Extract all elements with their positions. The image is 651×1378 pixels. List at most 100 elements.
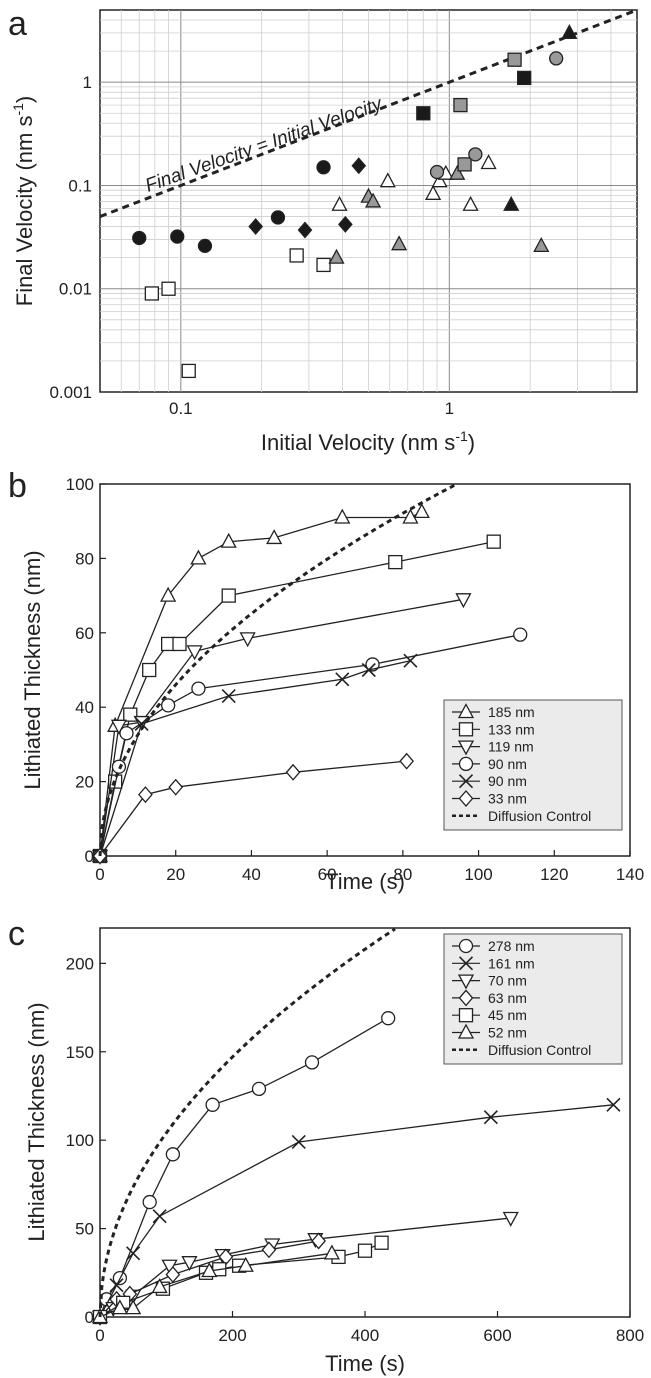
legend-label: 52 nm (488, 1025, 527, 1041)
legend-label: 119 nm (488, 739, 534, 755)
data-point (201, 1262, 218, 1278)
data-point (126, 1246, 141, 1261)
data-point (111, 1299, 128, 1315)
data-point (513, 627, 528, 642)
data-point (379, 172, 396, 188)
x-tick-label: 60 (318, 865, 337, 884)
panel-c-x-axis-label: Time (s) (325, 1351, 405, 1376)
legend-swatch-marker (457, 740, 475, 756)
legend-label: 70 nm (488, 973, 527, 989)
data-point (334, 508, 351, 524)
data-point (266, 529, 283, 545)
data-point (119, 726, 134, 741)
identity-line-annotation: Final Velocity = Initial Velocity (143, 93, 387, 197)
y-tick-label: 0.01 (59, 280, 92, 299)
x-tick-label: 1 (445, 399, 454, 418)
data-point (316, 160, 331, 175)
data-point (251, 1081, 267, 1097)
data-point (403, 653, 418, 668)
legend-label: 90 nm (488, 773, 527, 789)
data-point (181, 1256, 198, 1272)
data-point (205, 1097, 220, 1112)
data-point (391, 235, 408, 251)
data-point (161, 281, 176, 296)
data-point (311, 1232, 326, 1250)
data-point (462, 195, 479, 211)
x-tick-label: 140 (616, 865, 644, 884)
data-point (357, 1243, 373, 1258)
y-tick-label: 40 (75, 698, 94, 717)
data-point (221, 688, 236, 704)
legend-label: 90 nm (488, 756, 527, 772)
x-tick-label: 0 (95, 865, 104, 884)
x-tick-label: 120 (540, 865, 568, 884)
data-point (289, 248, 304, 263)
series-line (99, 511, 423, 857)
data-point (304, 1055, 320, 1070)
data-point (480, 154, 497, 170)
panel-b-letter: b (8, 467, 27, 505)
data-point (109, 1278, 124, 1293)
data-point (297, 221, 313, 239)
data-point (123, 707, 138, 722)
data-point (181, 363, 196, 379)
y-tick-label: 200 (66, 954, 94, 973)
data-point (125, 1299, 142, 1315)
data-point (331, 195, 348, 211)
data-point (165, 1147, 181, 1162)
panel-b-plot-area (99, 483, 631, 857)
legend-swatch-marker (457, 974, 475, 990)
data-point (483, 1110, 498, 1125)
y-tick-label: 150 (66, 1043, 94, 1062)
data-point (399, 752, 415, 770)
legend-label: 133 nm (488, 721, 535, 737)
diffusion-control-curve (98, 483, 456, 857)
data-point (270, 210, 286, 225)
panel-a: a 0.1 1 0.001 0.01 0.1 1 Final Velocity = Ini… (8, 5, 638, 455)
legend-box (443, 699, 623, 831)
panel-b-y-axis-label: Lithiated Thickness (nm) (20, 550, 45, 789)
data-point (457, 157, 472, 172)
data-point (328, 248, 345, 264)
data-point (316, 257, 331, 273)
series-line (99, 1104, 614, 1318)
legend-swatch-marker (458, 938, 474, 954)
panel-a-y-axis-label: Final Velocity (nm s-1) (10, 96, 37, 307)
data-point (191, 681, 206, 696)
x-tick-label: 0 (95, 1326, 104, 1345)
panel-a-ticks: 0.1 1 0.001 0.01 0.1 1 (49, 73, 454, 418)
legend-label: Diffusion Control (488, 808, 591, 824)
data-point (413, 503, 430, 519)
data-point (221, 588, 236, 603)
data-point (507, 52, 522, 67)
data-point (291, 1134, 306, 1150)
data-point (285, 763, 301, 781)
y-tick-label: 0 (85, 847, 94, 866)
legend-label: 33 nm (488, 791, 527, 807)
x-tick-label: 400 (351, 1326, 379, 1345)
data-point (429, 164, 445, 180)
data-point (561, 24, 578, 40)
data-point (186, 645, 203, 661)
legend-swatch-marker (458, 722, 474, 737)
series-line (99, 598, 464, 857)
legend-swatch-marker (458, 989, 474, 1007)
data-point (132, 230, 147, 246)
data-point (503, 195, 520, 211)
data-point (449, 164, 466, 180)
series-line (99, 760, 407, 857)
legend-swatch-marker (458, 756, 474, 772)
y-tick-label: 100 (66, 1131, 94, 1150)
data-point (402, 508, 419, 524)
data-point (337, 215, 353, 233)
data-point (151, 1278, 168, 1294)
data-point (374, 1235, 389, 1250)
x-tick-label: 800 (616, 1326, 644, 1345)
data-point (606, 1097, 621, 1112)
y-tick-label: 60 (75, 624, 94, 643)
panel-a-grid (100, 10, 637, 392)
y-tick-label: 20 (75, 773, 94, 792)
